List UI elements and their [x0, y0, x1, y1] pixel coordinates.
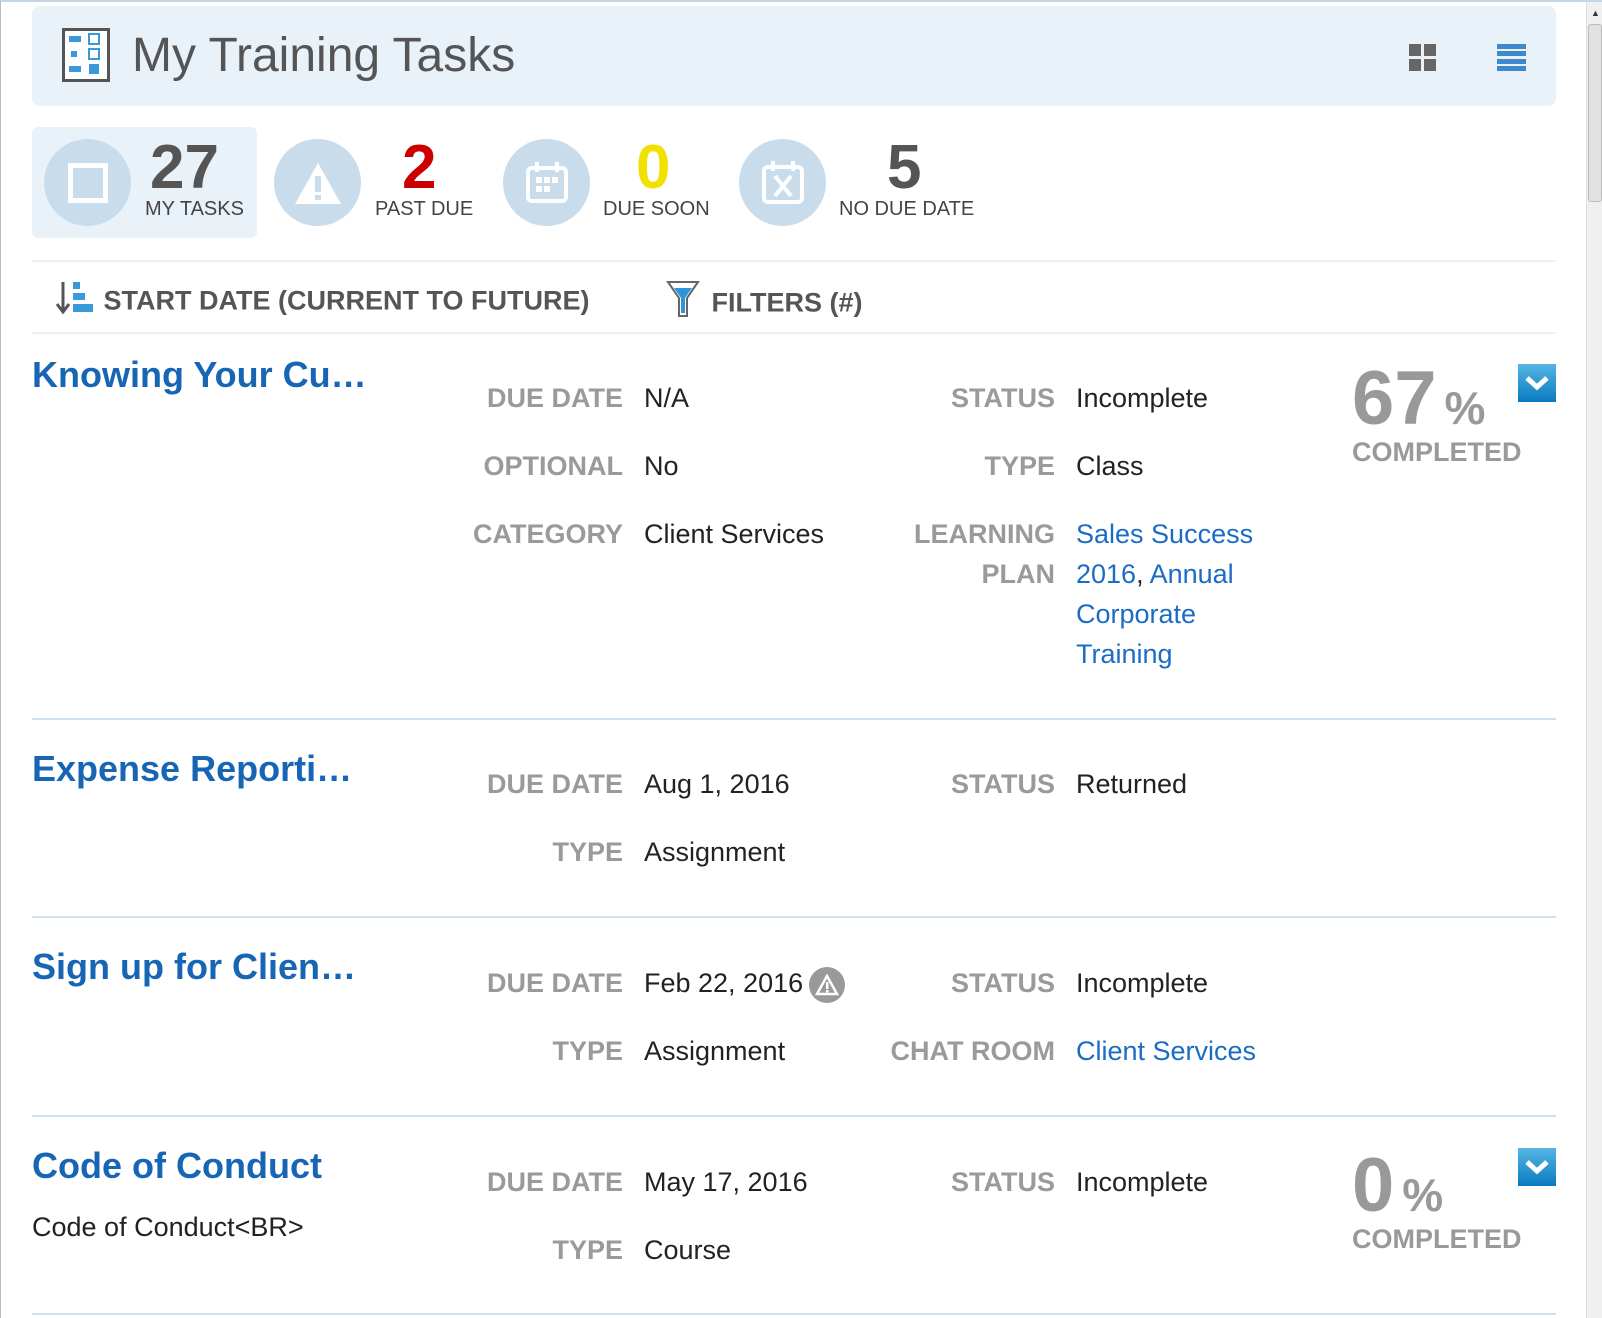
vertical-scrollbar[interactable]: ▲	[1586, 2, 1602, 1318]
calendar-x-icon	[739, 139, 826, 226]
calendar-icon	[503, 139, 590, 226]
list-view-icon[interactable]	[1497, 44, 1526, 71]
field-label: OPTIONAL	[483, 451, 624, 481]
page-header: My Training Tasks	[32, 6, 1556, 106]
completed-label: COMPLETED	[1352, 437, 1522, 467]
learning-plan-link[interactable]: Annual Corporate Training	[1076, 559, 1234, 669]
task-board-icon	[62, 28, 110, 82]
type-value: Course	[644, 1235, 732, 1265]
due-date-value: May 17, 2016	[644, 1167, 808, 1197]
chat-room-link[interactable]: Client Services	[1076, 1036, 1257, 1066]
due-date-value: Feb 22, 2016	[644, 963, 851, 1031]
status-value: Incomplete	[1076, 1167, 1209, 1197]
field-label: LEARNING PLAN	[914, 519, 1055, 589]
status-value: Incomplete	[1076, 383, 1209, 413]
stat-past-due[interactable]: 2 PAST DUE	[262, 127, 474, 238]
sort-icon	[55, 280, 96, 325]
page-title: My Training Tasks	[132, 29, 516, 82]
field-label: STATUS	[951, 383, 1055, 413]
type-value: Assignment	[644, 837, 786, 867]
field-label: TYPE	[552, 837, 623, 867]
task-item: Expense Reporti… DUE DATE Aug 1, 2016 ST…	[1, 719, 1581, 917]
divider	[32, 260, 1556, 262]
divider	[32, 1115, 1556, 1117]
field-label: CATEGORY	[472, 519, 623, 549]
task-title-link[interactable]: Expense Reporti…	[32, 748, 353, 789]
square-icon	[44, 139, 131, 226]
stat-value: 2	[402, 133, 437, 202]
stat-no-due-date[interactable]: 5 NO DUE DATE	[727, 127, 987, 238]
grid-view-icon[interactable]	[1409, 44, 1436, 71]
task-fields: DUE DATE May 17, 2016 STATUS Incomplete …	[401, 1162, 1291, 1298]
learning-plan-link[interactable]: Sales Success 2016	[1076, 519, 1254, 589]
learning-plan-value: Sales Success 2016, Annual Corporate Tra…	[1076, 514, 1291, 674]
task-fields: DUE DATE N/A STATUS Incomplete OPTIONAL …	[401, 378, 1291, 674]
field-label: TYPE	[552, 1235, 623, 1265]
sort-label: START DATE (CURRENT TO FUTURE)	[103, 285, 590, 316]
sort-button[interactable]: START DATE (CURRENT TO FUTURE)	[55, 280, 590, 325]
completion-percent: 67% COMPLETED	[1352, 361, 1522, 468]
percent-value: 67	[1352, 356, 1437, 441]
scrollbar-thumb[interactable]	[1588, 24, 1602, 202]
stat-value: 0	[636, 133, 671, 202]
field-label: STATUS	[951, 769, 1055, 799]
type-value: Assignment	[644, 1036, 786, 1066]
field-label: STATUS	[951, 1167, 1055, 1197]
task-fields: DUE DATE Aug 1, 2016 STATUS Returned TYP…	[401, 764, 1291, 900]
field-label: TYPE	[552, 1036, 623, 1066]
stat-due-soon[interactable]: 0 DUE SOON	[491, 127, 711, 238]
field-label: DUE DATE	[486, 383, 623, 413]
stat-label: PAST DUE	[375, 198, 474, 220]
field-label: DUE DATE	[486, 968, 623, 998]
task-fields: DUE DATE Feb 22, 2016 STATUS Incomplete …	[401, 963, 1291, 1099]
filter-icon	[666, 280, 704, 329]
task-description: Code of Conduct<BR>	[32, 1212, 304, 1242]
status-value: Returned	[1076, 769, 1188, 799]
past-due-warning-icon	[809, 966, 846, 1003]
scroll-up-arrow-icon[interactable]: ▲	[1591, 8, 1600, 18]
stat-label: NO DUE DATE	[839, 198, 975, 220]
task-title-link[interactable]: Sign up for Clien…	[32, 946, 356, 987]
task-title-link[interactable]: Knowing Your Cu…	[32, 354, 367, 395]
chevron-down-icon	[1525, 376, 1549, 391]
expand-chevron-button[interactable]	[1518, 1148, 1556, 1186]
expand-chevron-button[interactable]	[1518, 364, 1556, 402]
divider	[32, 916, 1556, 918]
percent-value: 0	[1352, 1143, 1395, 1228]
stat-value: 27	[150, 133, 219, 202]
optional-value: No	[644, 451, 679, 481]
stat-my-tasks[interactable]: 27 MY TASKS	[32, 127, 257, 238]
task-title-link[interactable]: Code of Conduct	[32, 1145, 322, 1186]
filters-button[interactable]: FILTERS (#)	[666, 280, 863, 329]
chevron-down-icon	[1525, 1160, 1549, 1175]
stat-label: MY TASKS	[145, 198, 244, 220]
percent-sign: %	[1402, 1169, 1444, 1221]
task-item: Knowing Your Cu… DUE DATE N/A STATUS Inc…	[1, 333, 1581, 719]
category-value: Client Services	[644, 519, 825, 549]
field-label: DUE DATE	[486, 1167, 623, 1197]
divider	[32, 332, 1556, 334]
warning-icon	[274, 139, 361, 226]
stat-label: DUE SOON	[603, 198, 710, 220]
completion-percent: 0% COMPLETED	[1352, 1148, 1522, 1255]
divider	[32, 718, 1556, 720]
status-value: Incomplete	[1076, 968, 1209, 998]
field-label: TYPE	[984, 451, 1055, 481]
type-value: Class	[1076, 451, 1144, 481]
stat-value: 5	[887, 133, 922, 202]
due-date-value: Aug 1, 2016	[644, 769, 790, 799]
field-label: CHAT ROOM	[890, 1036, 1055, 1066]
due-date-value: N/A	[644, 383, 690, 413]
completed-label: COMPLETED	[1352, 1224, 1522, 1254]
percent-sign: %	[1444, 382, 1486, 434]
divider	[32, 1313, 1556, 1315]
filters-label: FILTERS (#)	[711, 287, 863, 318]
field-label: DUE DATE	[486, 769, 623, 799]
task-item: Sign up for Clien… DUE DATE Feb 22, 2016…	[1, 917, 1581, 1116]
field-label: STATUS	[951, 968, 1055, 998]
separator: ,	[1136, 559, 1150, 589]
due-date-text: Feb 22, 2016	[644, 968, 804, 998]
task-item: Code of Conduct Code of Conduct<BR> DUE …	[1, 1116, 1581, 1314]
